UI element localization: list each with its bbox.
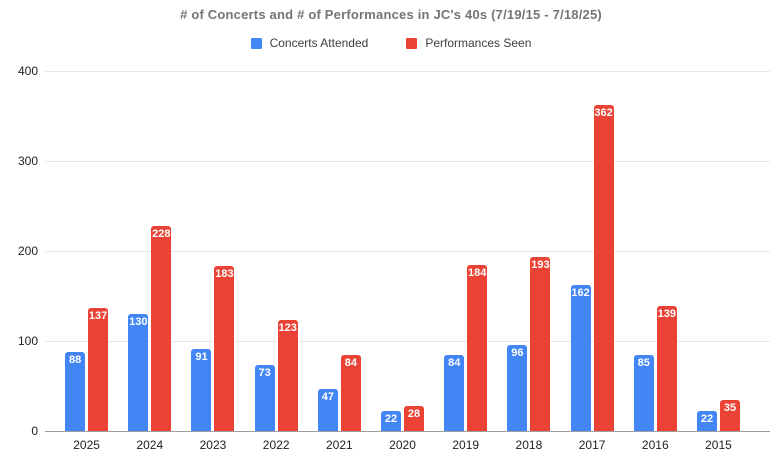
y-axis-tick-label: 0 (31, 424, 38, 438)
bar-group-2021: 47 84 2021 (308, 71, 371, 452)
bar-pair: 88 137 (55, 71, 118, 431)
bar-concerts-attended-2020[interactable]: 22 (381, 411, 402, 431)
bar-concerts-attended-2019[interactable]: 84 (444, 355, 465, 431)
bar-concerts-attended-2022[interactable]: 73 (254, 365, 275, 431)
bar-pair: 91 183 (181, 71, 244, 431)
x-axis-label: 2024 (136, 438, 164, 452)
bar-group-2022: 73 123 2022 (245, 71, 308, 452)
bar-value-label: 84 (344, 357, 357, 370)
bar-concerts-attended-2021[interactable]: 47 (317, 388, 338, 431)
bar-group-2023: 91 183 2023 (181, 71, 244, 452)
legend-swatch-icon (406, 37, 418, 49)
x-axis-label: 2022 (262, 438, 290, 452)
bar-pair: 22 35 (687, 71, 750, 431)
y-axis-tick-label: 400 (17, 64, 38, 78)
legend-item-performances-seen: Performances Seen (406, 36, 531, 50)
bar-concerts-attended-2025[interactable]: 88 (65, 351, 86, 431)
bar-concerts-attended-2024[interactable]: 130 (128, 314, 149, 431)
gridline (45, 341, 770, 342)
gridline (45, 161, 770, 162)
bar-value-label: 193 (531, 259, 550, 272)
bar-performances-seen-2020[interactable]: 28 (404, 405, 425, 431)
chart-title: # of Concerts and # of Performances in J… (180, 7, 602, 22)
bar-group-2017: 162 362 2017 (561, 71, 624, 452)
bar-performances-seen-2019[interactable]: 184 (467, 265, 488, 431)
bar-pair: 84 184 (434, 71, 497, 431)
gridline (45, 251, 770, 252)
bar-group-2019: 84 184 2019 (434, 71, 497, 452)
y-axis-tick-label: 200 (17, 244, 38, 258)
bar-value-label: 22 (384, 413, 398, 426)
bar-performances-seen-2018[interactable]: 193 (530, 257, 551, 431)
bar-performances-seen-2015[interactable]: 35 (719, 399, 740, 431)
y-axis-tick-label: 300 (17, 154, 38, 168)
bar-value-label: 130 (129, 316, 148, 328)
bar-group-2015: 22 35 2015 (687, 71, 750, 452)
bar-value-label: 73 (258, 367, 271, 380)
bar-performances-seen-2023[interactable]: 183 (214, 266, 235, 431)
bar-pair: 73 123 (245, 71, 308, 431)
bar-concerts-attended-2023[interactable]: 91 (191, 349, 212, 431)
bar-performances-seen-2024[interactable]: 228 (151, 225, 172, 431)
bar-value-label: 84 (448, 357, 461, 370)
chart-legend: Concerts Attended Performances Seen (0, 36, 782, 50)
x-axis-label: 2018 (515, 438, 543, 452)
bar-performances-seen-2021[interactable]: 84 (340, 355, 361, 431)
bar-pair: 130 228 (118, 71, 181, 431)
bar-performances-seen-2025[interactable]: 137 (88, 307, 109, 431)
bar-performances-seen-2017[interactable]: 362 (593, 105, 614, 431)
x-axis-label: 2025 (73, 438, 100, 452)
bar-value-label: 96 (511, 346, 524, 359)
bar-value-label: 137 (88, 309, 108, 322)
bar-groups: 88 137 2025 130 228 2024 91 183 2023 73 123 2022 47 8… (55, 71, 750, 452)
legend-swatch-icon (250, 37, 262, 49)
bar-value-label: 362 (594, 107, 613, 120)
bar-value-label: 22 (700, 413, 714, 426)
x-axis-label: 2015 (705, 438, 732, 452)
bar-pair: 162 362 (561, 71, 624, 431)
bar-value-label: 85 (637, 356, 650, 369)
y-axis: 0 100 200 300 400 (0, 64, 38, 438)
x-axis-label: 2020 (389, 438, 416, 452)
bar-pair: 22 28 (371, 71, 434, 431)
legend-label: Performances Seen (425, 36, 532, 50)
bar-value-label: 28 (407, 407, 421, 420)
legend-label: Concerts Attended (269, 36, 369, 50)
plot-area: 88 137 2025 130 228 2024 91 183 2023 73 123 2022 47 8… (45, 71, 770, 452)
bar-pair: 96 193 (497, 71, 560, 431)
bar-value-label: 47 (321, 390, 334, 403)
gridline (45, 71, 770, 72)
bar-pair: 47 84 (308, 71, 371, 431)
bar-group-2020: 22 28 2020 (371, 71, 434, 452)
x-axis-label: 2023 (199, 438, 227, 452)
x-axis-label: 2016 (641, 438, 669, 452)
bar-group-2024: 130 228 2024 (118, 71, 181, 452)
bar-concerts-attended-2015[interactable]: 22 (696, 411, 717, 431)
bar-value-label: 35 (723, 401, 737, 414)
bar-value-label: 139 (657, 307, 676, 320)
bar-value-label: 162 (571, 287, 590, 300)
x-axis-label: 2019 (452, 438, 480, 452)
bar-group-2016: 85 139 2016 (624, 71, 687, 452)
x-axis-label: 2017 (578, 438, 606, 452)
bar-pair: 85 139 (624, 71, 687, 431)
bar-value-label: 91 (195, 351, 208, 364)
bar-value-label: 123 (278, 322, 297, 335)
bar-performances-seen-2016[interactable]: 139 (656, 305, 677, 431)
y-axis-tick-label: 100 (17, 334, 38, 348)
legend-item-concerts-attended: Concerts Attended (250, 36, 369, 50)
bar-value-label: 228 (152, 227, 171, 240)
bar-concerts-attended-2018[interactable]: 96 (507, 344, 528, 431)
bar-value-label: 88 (68, 353, 82, 366)
bar-concerts-attended-2017[interactable]: 162 (570, 285, 591, 431)
bar-value-label: 184 (468, 267, 487, 280)
bar-value-label: 183 (215, 268, 234, 281)
bar-concerts-attended-2016[interactable]: 85 (633, 354, 654, 431)
bar-performances-seen-2022[interactable]: 123 (277, 320, 298, 431)
x-axis-label: 2021 (325, 438, 353, 452)
bar-group-2025: 88 137 2025 (55, 71, 118, 452)
bar-group-2018: 96 193 2018 (497, 71, 560, 452)
